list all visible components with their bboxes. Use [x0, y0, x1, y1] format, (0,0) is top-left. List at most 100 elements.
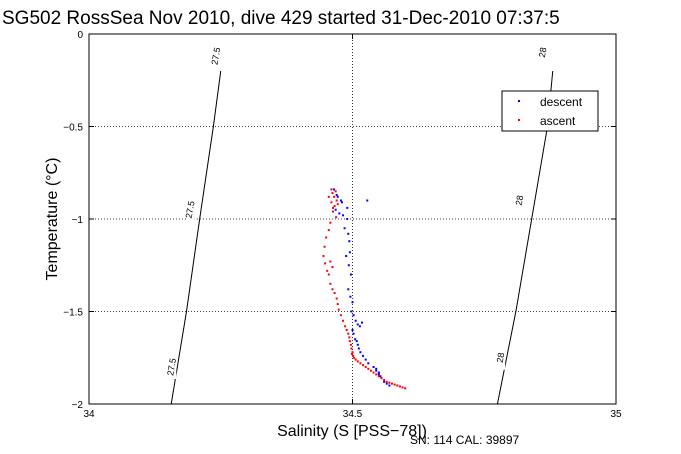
legend-label-ascent: ascent	[540, 114, 576, 128]
data-point-descent	[379, 375, 382, 378]
data-point-ascent	[359, 362, 362, 365]
data-point-ascent	[352, 354, 355, 357]
data-point-descent	[342, 214, 345, 217]
data-point-descent	[354, 319, 357, 322]
data-point-descent	[355, 340, 358, 343]
data-point-ascent	[364, 366, 367, 368]
data-point-ascent	[350, 353, 353, 356]
data-point-descent	[359, 351, 362, 354]
y-axis-ticks: 0 −0.5 −1 −1.5 −2	[63, 30, 616, 411]
y-tick-label: 0	[77, 30, 83, 41]
data-point-ascent	[354, 358, 357, 361]
x-tick-label: 34.5	[343, 409, 363, 420]
data-point-descent	[375, 367, 378, 370]
data-point-ascent	[336, 303, 339, 306]
x-axis-label: Salinity (S [PSS−78])	[277, 423, 427, 440]
contour-label-bg	[516, 188, 525, 213]
data-point-ascent	[367, 367, 370, 370]
contour-label: 27.5	[165, 357, 178, 376]
contour-label-bg	[168, 355, 177, 379]
data-point-descent	[336, 195, 339, 198]
y-tick-label: −2	[72, 400, 84, 411]
contour-label: 27.5	[209, 47, 222, 66]
data-point-ascent	[380, 377, 383, 380]
data-point-descent	[377, 373, 380, 376]
data-point-ascent	[342, 319, 345, 322]
data-point-descent	[347, 288, 350, 291]
data-point-ascent	[322, 255, 325, 257]
contour-label-bg	[186, 197, 195, 222]
data-point-descent	[343, 227, 346, 230]
data-point-descent	[362, 354, 365, 357]
y-tick-label: −0.5	[63, 123, 83, 134]
data-point-ascent	[331, 266, 334, 269]
data-point-ascent	[330, 201, 333, 204]
data-point-ascent	[375, 373, 378, 376]
data-point-descent	[372, 366, 375, 368]
data-point-ascent	[385, 380, 388, 383]
data-point-ascent	[348, 336, 351, 339]
x-axis-ticks: 34 34.5 35	[83, 34, 622, 420]
data-point-ascent	[324, 262, 327, 265]
data-point-descent	[346, 206, 349, 209]
data-point-descent	[360, 321, 363, 324]
data-point-ascent	[326, 269, 329, 272]
data-point-descent	[364, 358, 367, 361]
data-point-ascent	[339, 314, 342, 317]
data-point-ascent	[327, 195, 330, 198]
data-point-descent	[339, 199, 342, 202]
legend: descent ascent	[501, 90, 599, 132]
data-point-descent	[354, 338, 357, 341]
data-point-ascent	[331, 288, 334, 291]
data-point-descent	[356, 323, 359, 326]
data-point-ascent	[345, 329, 348, 331]
data-point-descent	[347, 264, 350, 267]
data-point-ascent	[333, 292, 336, 294]
data-point-descent	[388, 384, 391, 387]
data-point-ascent	[337, 308, 340, 311]
data-point-descent	[346, 218, 349, 220]
data-point-descent	[375, 369, 378, 372]
data-point-ascent	[323, 245, 326, 248]
data-point-descent	[338, 212, 341, 215]
data-point-ascent	[329, 221, 332, 224]
data-point-ascent	[332, 206, 335, 209]
contour-label: 27.5	[184, 200, 197, 219]
legend-marker-descent	[518, 100, 520, 102]
data-point-ascent	[335, 297, 338, 300]
data-point-ascent	[325, 236, 328, 239]
data-point-descent	[385, 382, 388, 385]
data-point-descent	[351, 301, 354, 304]
data-point-descent	[358, 325, 361, 328]
data-point-ascent	[335, 199, 338, 202]
data-point-descent	[356, 343, 359, 346]
data-point-ascent	[348, 340, 351, 343]
data-point-ascent	[369, 369, 372, 372]
contour-label: 28	[537, 47, 549, 59]
data-point-ascent	[401, 386, 404, 389]
data-point-ascent	[334, 190, 337, 193]
data-point-descent	[351, 329, 354, 331]
data-point-ascent	[388, 381, 391, 384]
footer-serial: SN: 114 CAL: 39897	[410, 433, 520, 447]
y-axis-label: Temperature (°C)	[44, 158, 61, 281]
data-point-ascent	[362, 364, 365, 367]
contour-label-bg	[539, 40, 548, 65]
data-point-descent	[348, 251, 351, 254]
data-point-descent	[335, 193, 338, 196]
data-point-ascent	[332, 210, 335, 213]
data-point-ascent	[396, 384, 399, 387]
data-point-ascent	[372, 371, 375, 374]
contour-label-bg	[497, 345, 506, 370]
data-point-ascent	[393, 383, 396, 386]
data-point-ascent	[333, 195, 336, 198]
data-point-ascent	[398, 385, 401, 388]
data-point-descent	[357, 347, 360, 350]
data-point-ascent	[329, 282, 332, 285]
data-point-ascent	[336, 203, 339, 206]
data-point-descent	[350, 310, 353, 313]
data-point-ascent	[327, 229, 330, 232]
data-point-ascent	[347, 332, 350, 335]
grid	[89, 34, 616, 404]
data-point-ascent	[327, 273, 330, 276]
